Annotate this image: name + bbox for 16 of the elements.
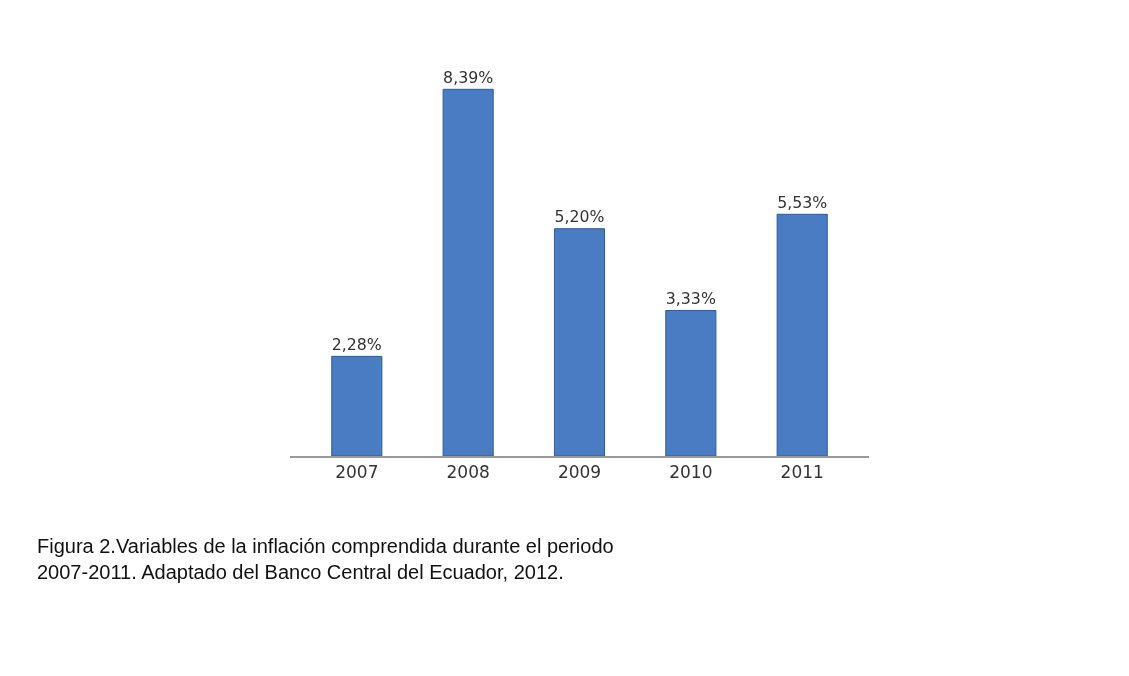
data-label: 5,53% — [777, 192, 828, 212]
bar — [776, 213, 828, 456]
bar — [665, 309, 717, 456]
x-tick-label: 2007 — [335, 462, 379, 483]
data-label: 2,28% — [331, 334, 382, 354]
bar — [553, 228, 606, 456]
text: Figura 2.Variables de la inflación comprendida durante el periodo 2007-2011. Adaptado del Banco Central del Ecuador, 2012. — [37, 535, 614, 583]
bar — [442, 88, 494, 456]
x-tick-label: 2008 — [446, 462, 490, 483]
data-label: 8,39% — [443, 67, 494, 87]
x-tick-label: 2009 — [557, 462, 602, 483]
x-tick-label: 2010 — [669, 462, 713, 483]
bar — [331, 355, 383, 456]
data-label: 5,20% — [554, 207, 605, 227]
x-tick-label: 2011 — [780, 462, 824, 483]
data-label: 3,33% — [665, 288, 716, 308]
